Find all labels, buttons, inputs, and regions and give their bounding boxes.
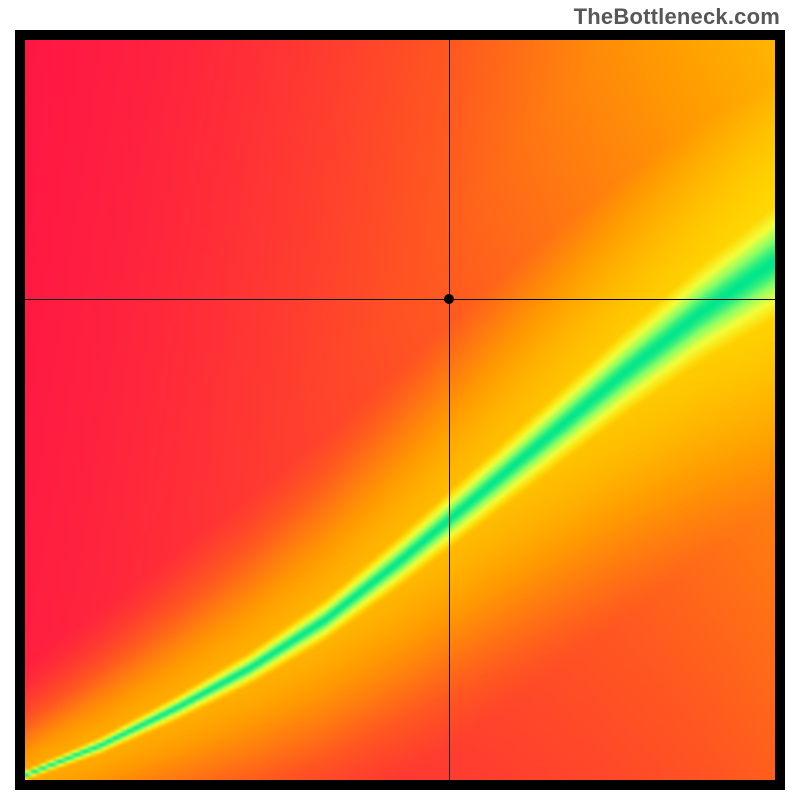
heatmap-canvas: [25, 40, 775, 780]
crosshair-horizontal: [25, 299, 775, 300]
heatmap-canvas-wrap: [25, 40, 775, 780]
watermark-text: TheBottleneck.com: [574, 4, 780, 30]
crosshair-marker: [444, 294, 454, 304]
chart-container: TheBottleneck.com: [0, 0, 800, 800]
crosshair-vertical: [449, 40, 450, 780]
